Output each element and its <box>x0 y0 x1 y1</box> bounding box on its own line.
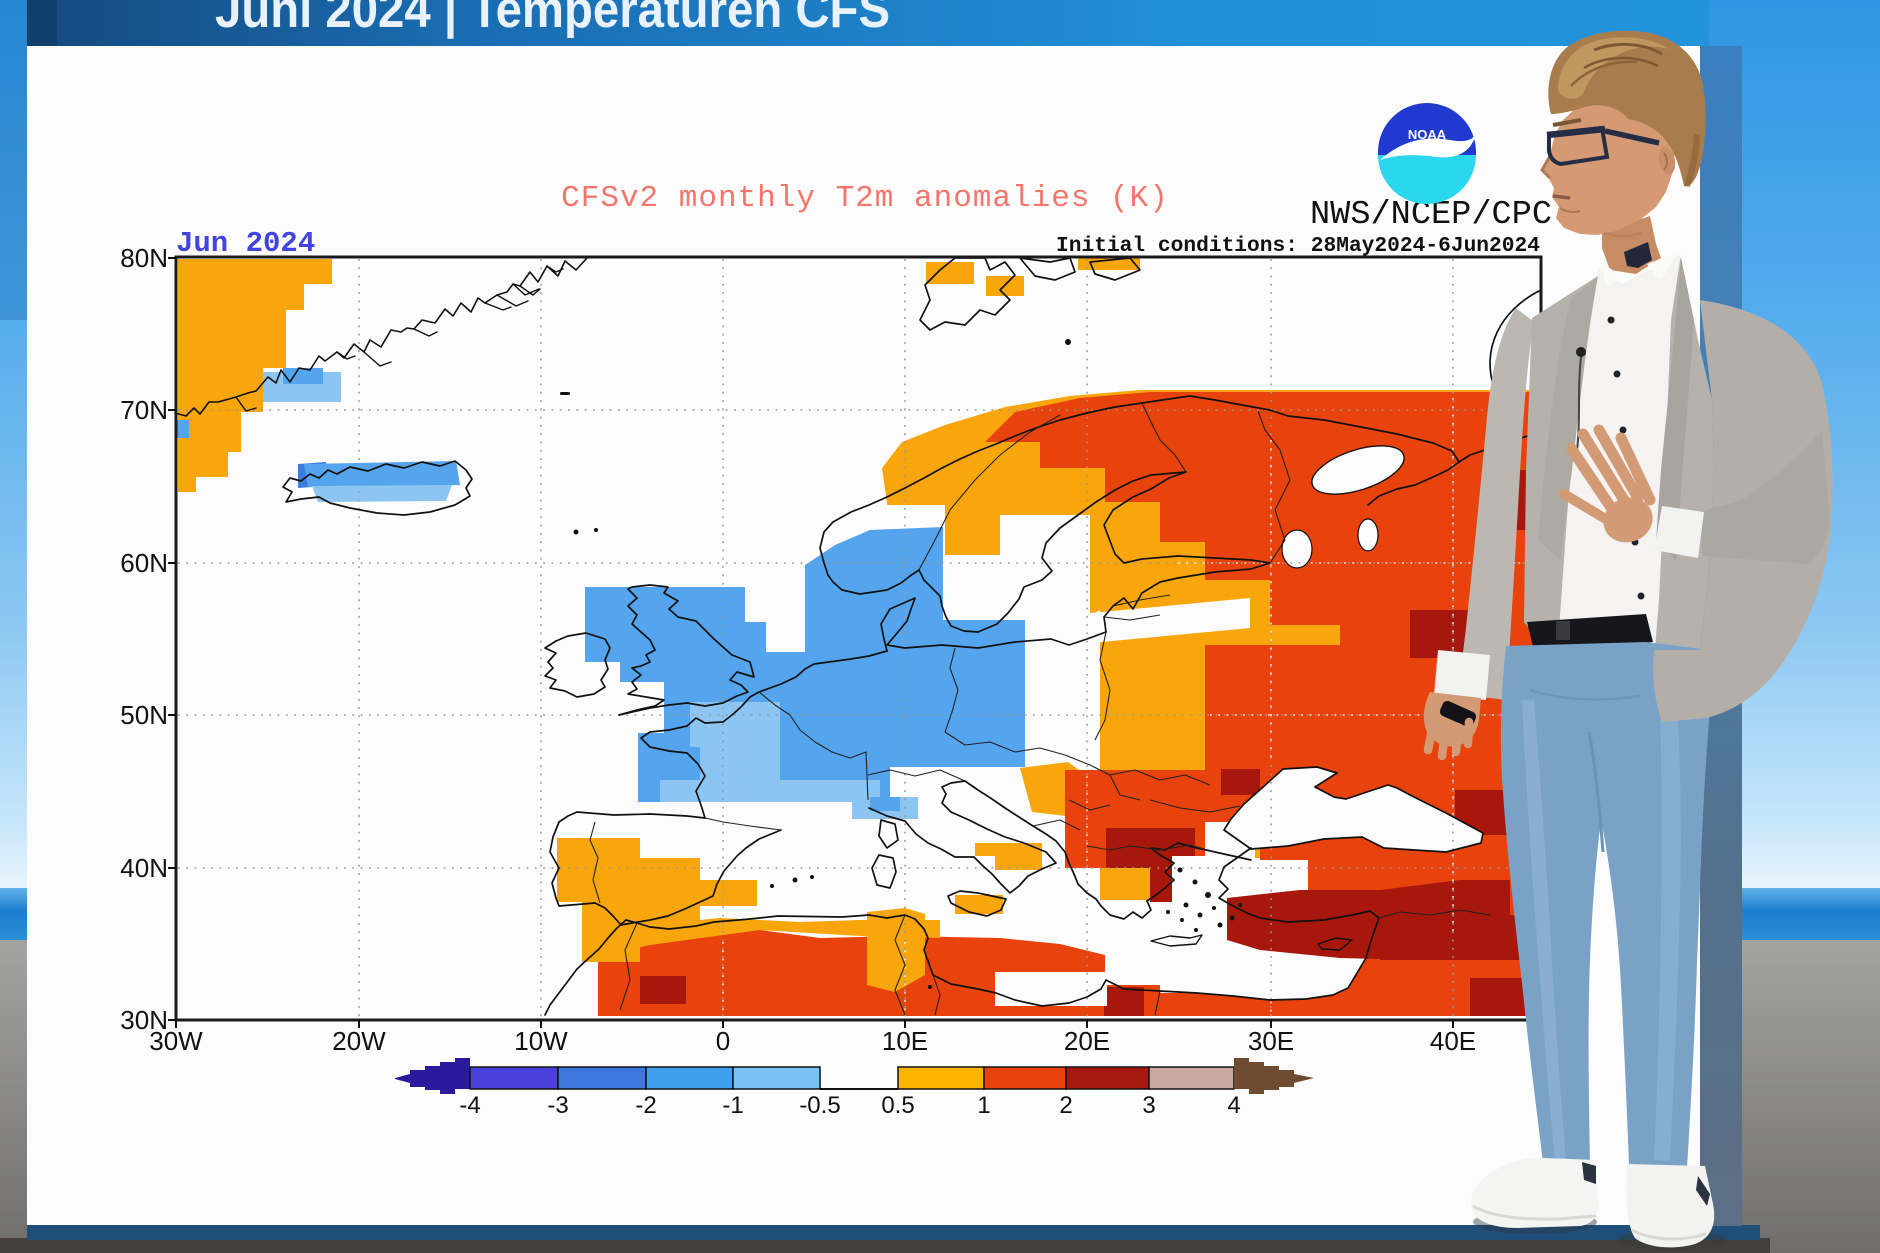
svg-text:Initial conditions: 28May2024-: Initial conditions: 28May2024-6Jun2024 <box>1056 235 1540 258</box>
svg-text:30W: 30W <box>149 1026 203 1056</box>
svg-text:0: 0 <box>716 1026 730 1056</box>
svg-text:20W: 20W <box>332 1026 386 1056</box>
svg-text:-4: -4 <box>459 1092 480 1119</box>
svg-text:10W: 10W <box>514 1026 568 1056</box>
svg-text:40N: 40N <box>120 853 168 883</box>
svg-text:3: 3 <box>1142 1092 1155 1119</box>
svg-text:10E: 10E <box>882 1026 928 1056</box>
svg-text:70N: 70N <box>120 395 168 425</box>
svg-text:30E: 30E <box>1248 1026 1294 1056</box>
svg-text:-1: -1 <box>722 1092 743 1119</box>
svg-text:Jun 2024: Jun 2024 <box>176 227 315 260</box>
svg-text:Juni 2024 | Temperaturen CFS: Juni 2024 | Temperaturen CFS <box>215 0 890 39</box>
svg-text:60N: 60N <box>120 548 168 578</box>
svg-text:20E: 20E <box>1064 1026 1110 1056</box>
svg-text:1: 1 <box>977 1092 990 1119</box>
svg-text:40E: 40E <box>1430 1026 1476 1056</box>
svg-text:30N: 30N <box>120 1005 168 1035</box>
svg-text:CFSv2 monthly T2m anomalies (K: CFSv2 monthly T2m anomalies (K) <box>561 181 1169 216</box>
svg-text:4: 4 <box>1227 1092 1240 1119</box>
svg-text:-0.5: -0.5 <box>799 1092 840 1119</box>
svg-text:0.5: 0.5 <box>881 1092 914 1119</box>
svg-text:-2: -2 <box>635 1092 656 1119</box>
svg-text:80N: 80N <box>120 243 168 273</box>
svg-text:-3: -3 <box>547 1092 568 1119</box>
svg-text:NOAA: NOAA <box>1408 127 1447 142</box>
svg-text:50N: 50N <box>120 700 168 730</box>
svg-text:2: 2 <box>1059 1092 1072 1119</box>
